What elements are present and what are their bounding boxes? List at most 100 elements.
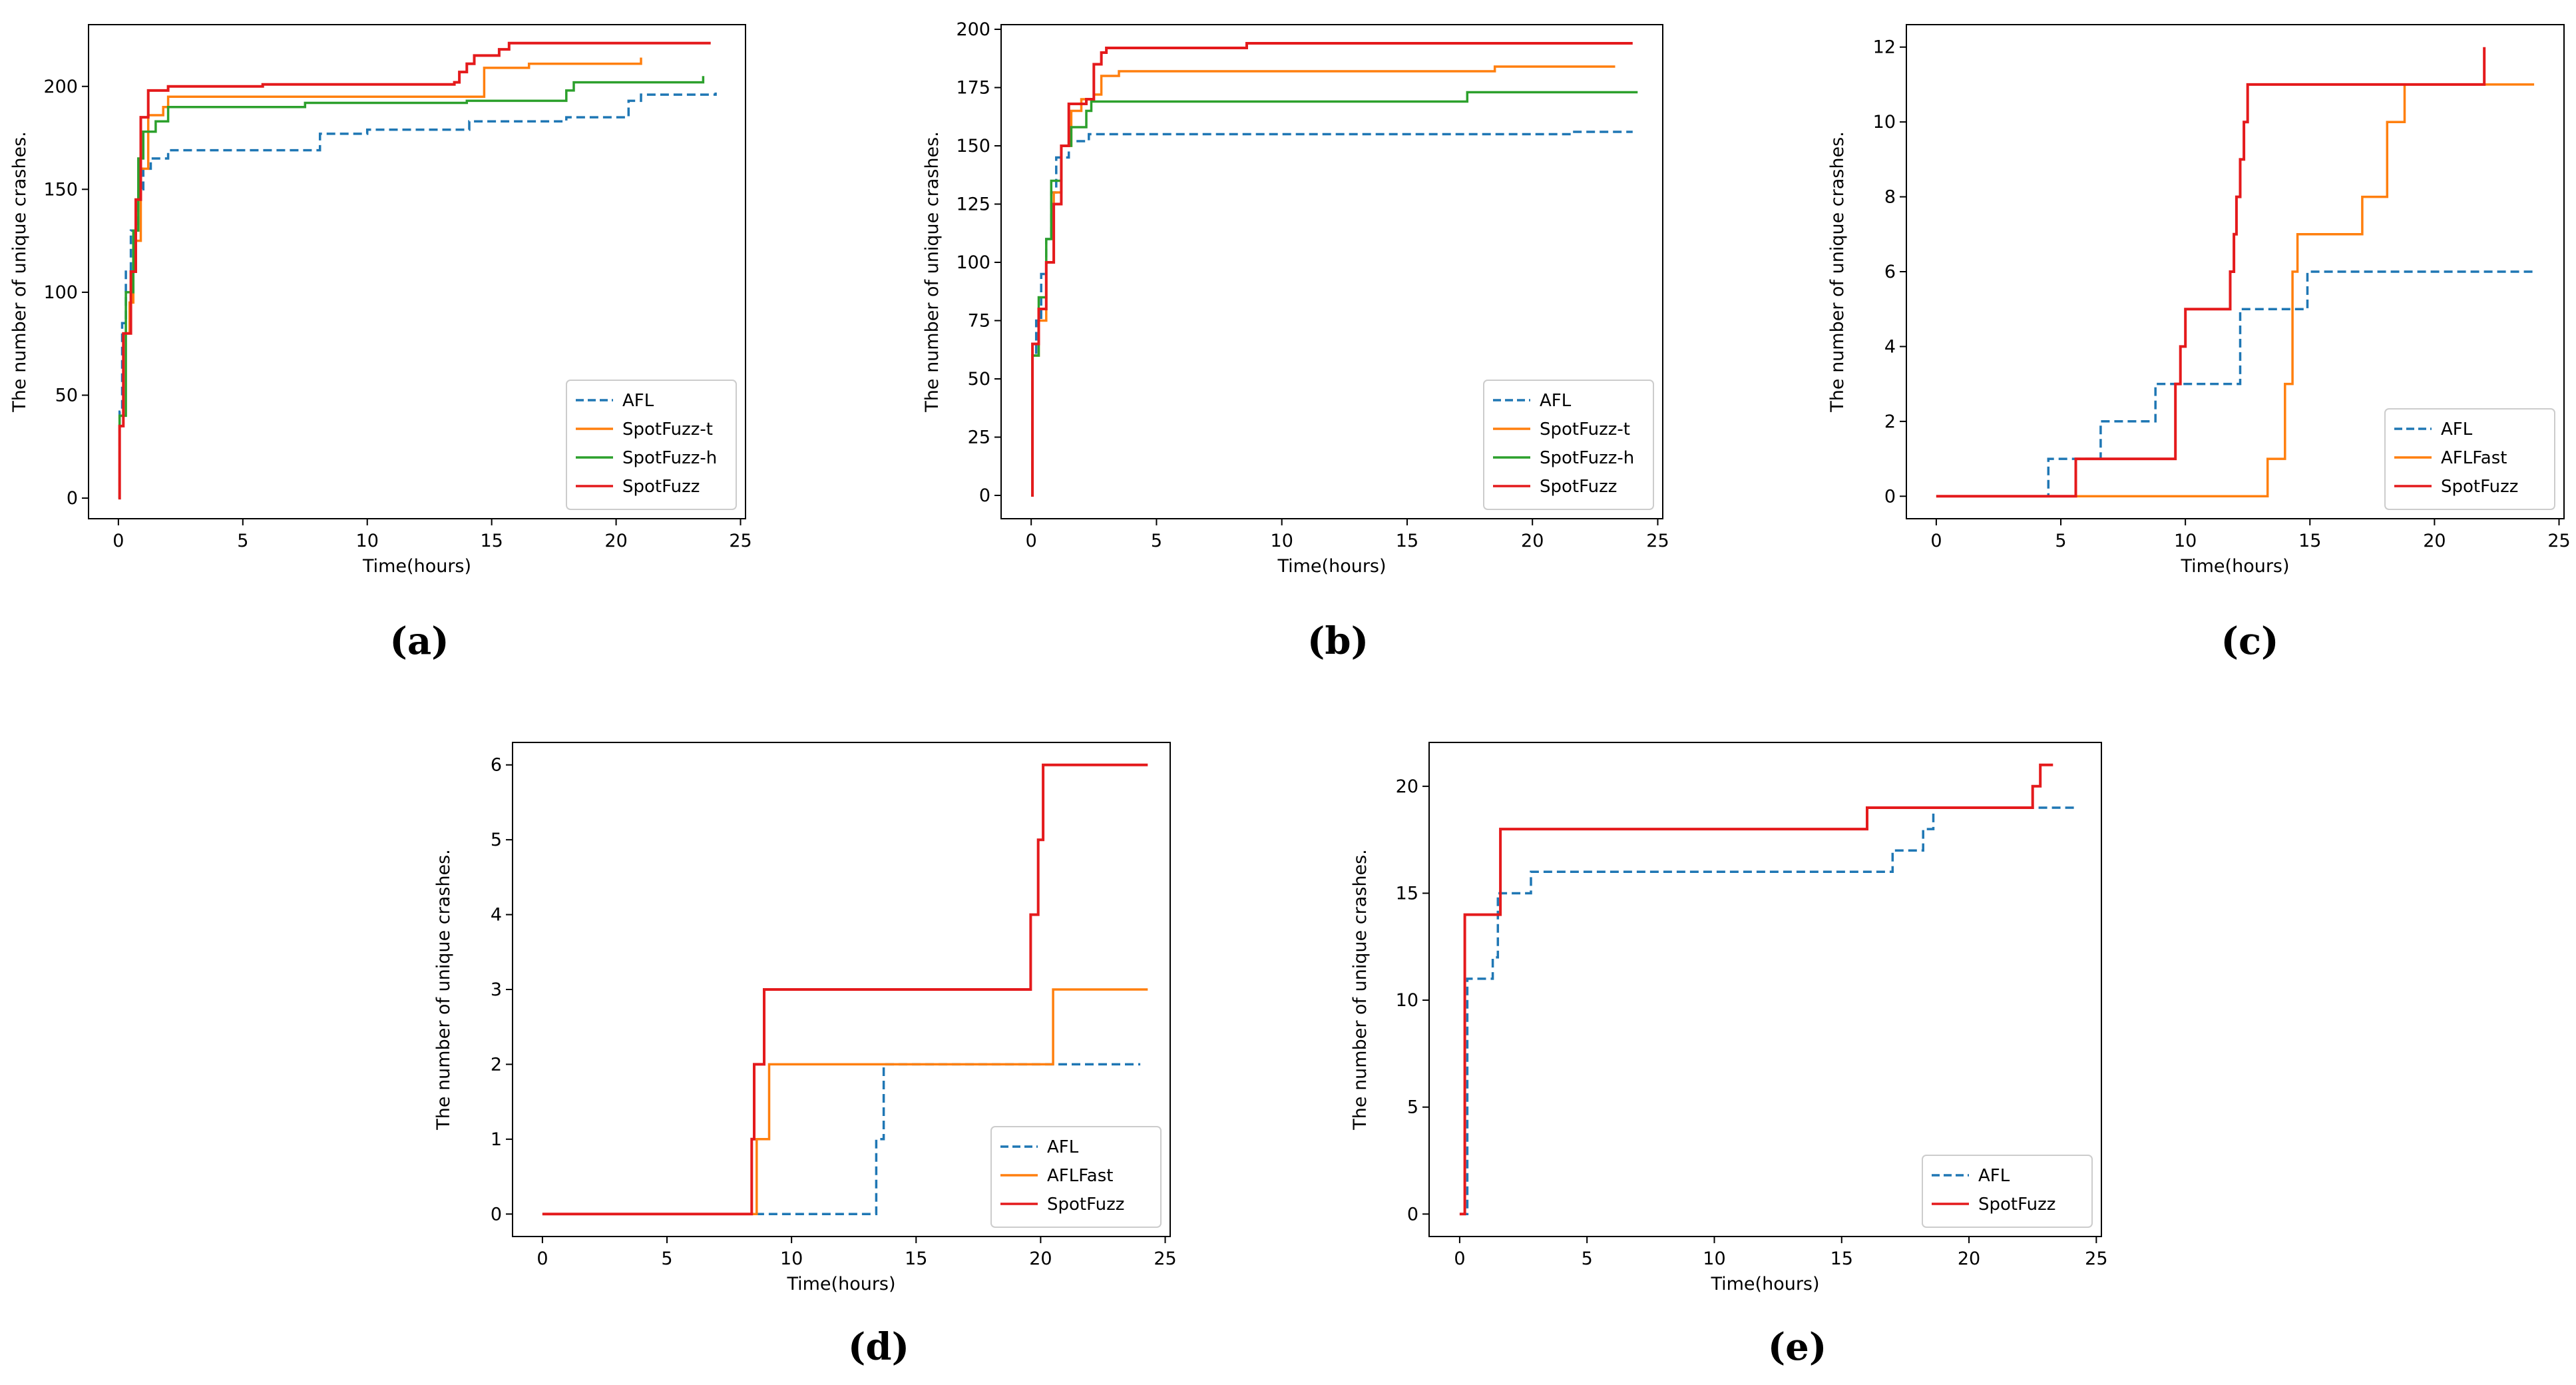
y-tick-label: 2 — [491, 1054, 502, 1075]
x-tick-label: 10 — [1703, 1248, 1725, 1269]
y-tick-label: 125 — [956, 194, 990, 215]
legend-label: AFL — [622, 391, 654, 411]
y-tick-label: 20 — [1396, 776, 1418, 797]
y-tick-label: 8 — [1884, 187, 1896, 208]
caption-b: (b) — [1307, 619, 1369, 663]
y-tick-label: 0 — [67, 488, 78, 509]
x-tick-label: 5 — [661, 1248, 672, 1269]
y-tick-label: 10 — [1396, 990, 1418, 1011]
legend-label: AFL — [1978, 1166, 2010, 1186]
x-tick-label: 25 — [2085, 1248, 2107, 1269]
legend: AFL AFLFast SpotFuzz — [990, 1126, 1162, 1228]
axes-frame — [88, 24, 746, 519]
x-tick-label: 25 — [1646, 531, 1669, 551]
series-line-spotfuzz — [542, 763, 1148, 1216]
y-tick-label: 6 — [491, 755, 502, 776]
legend-label: SpotFuzz-h — [622, 448, 717, 468]
y-tick-label: 50 — [968, 369, 990, 390]
legend-label: SpotFuzz-h — [1540, 448, 1634, 468]
series-line-afl — [1936, 270, 2535, 498]
legend-label: AFL — [2441, 419, 2473, 439]
caption-c: (c) — [2221, 619, 2279, 663]
x-tick-label: 15 — [2298, 531, 2321, 551]
x-tick-label: 10 — [356, 531, 379, 551]
legend-label: SpotFuzz — [1047, 1195, 1124, 1215]
legend-label: SpotFuzz — [2441, 477, 2518, 497]
axes-frame — [1000, 24, 1663, 519]
series-line-spotfuzz-t — [118, 57, 642, 499]
x-tick-label: 20 — [1029, 1248, 1052, 1269]
y-tick-label: 150 — [43, 179, 78, 200]
x-tick-label: 15 — [1830, 1248, 1853, 1269]
y-tick-label: 75 — [968, 311, 990, 332]
legend-label: SpotFuzz — [622, 477, 700, 497]
chart-c: 0 5 10 15 20 25 0 2 4 6 8 10 12 Time(hours) The number… — [1827, 24, 2571, 577]
x-tick-label: 20 — [604, 531, 627, 551]
y-tick-label: 100 — [956, 252, 990, 273]
x-tick-label: 0 — [1454, 1248, 1465, 1269]
series-line-spotfuzz — [1031, 42, 1633, 497]
x-tick-label: 0 — [112, 531, 124, 551]
legend: AFL SpotFuzz — [1922, 1155, 2093, 1228]
y-axis-label: The number of unique crashes. — [433, 849, 454, 1130]
x-tick-label: 25 — [1154, 1248, 1176, 1269]
chart-e: 0 5 10 15 20 25 0 5 10 15 20 Time(hours) The number … — [1350, 742, 2108, 1294]
x-tick-label: 5 — [2055, 531, 2066, 551]
x-tick-label: 0 — [537, 1248, 548, 1269]
y-axis-label: The number of unique crashes. — [1350, 849, 1371, 1130]
y-tick-label: 0 — [1407, 1204, 1418, 1225]
series-line-spotfuzz — [118, 41, 711, 500]
legend-label: AFL — [1540, 391, 1572, 411]
y-tick-label: 150 — [956, 136, 990, 156]
legend-box — [990, 1126, 1162, 1228]
y-tick-label: 12 — [1873, 37, 1896, 58]
x-axis-label: Time(hours) — [2180, 556, 2289, 577]
axes-frame — [1428, 742, 2102, 1237]
y-tick-label: 200 — [956, 19, 990, 40]
legend: AFL SpotFuzz-t SpotFuzz-h SpotFuzz — [566, 380, 737, 510]
legend-label: AFLFast — [1047, 1166, 1113, 1186]
legend: AFL SpotFuzz-t SpotFuzz-h SpotFuzz — [1483, 380, 1654, 510]
caption-d: (d) — [847, 1325, 910, 1369]
y-axis-label: The number of unique crashes. — [922, 131, 943, 412]
legend-box — [1483, 380, 1654, 510]
x-tick-label: 20 — [1958, 1248, 1980, 1269]
y-tick-label: 3 — [491, 979, 502, 1000]
y-axis-label: The number of unique crashes. — [1827, 131, 1848, 412]
y-tick-label: 5 — [491, 830, 502, 850]
legend-box — [2384, 408, 2555, 510]
legend-label: SpotFuzz-t — [1540, 419, 1630, 439]
y-tick-label: 10 — [1873, 112, 1896, 133]
x-tick-label: 10 — [1271, 531, 1293, 551]
y-tick-label: 0 — [979, 485, 990, 506]
y-tick-label: 0 — [1884, 486, 1896, 507]
y-tick-label: 200 — [43, 77, 78, 97]
series-line-aflfast — [542, 988, 1148, 1216]
x-axis-label: Time(hours) — [1710, 1274, 1819, 1294]
legend-label: SpotFuzz — [1978, 1195, 2055, 1215]
legend-box — [566, 380, 737, 510]
y-tick-label: 15 — [1396, 883, 1418, 904]
x-tick-label: 10 — [780, 1248, 803, 1269]
x-tick-label: 0 — [1930, 531, 1942, 551]
legend-label: SpotFuzz — [1540, 477, 1617, 497]
y-tick-label: 4 — [491, 905, 502, 926]
chart-d: 0 5 10 15 20 25 0 1 2 3 4 5 6 Time(hours) The number o… — [433, 742, 1177, 1294]
chart-a: 0 5 10 15 20 25 0 50 100 150 200 Time(hours) The num… — [9, 24, 752, 577]
y-tick-label: 6 — [1884, 262, 1896, 282]
legend-label: AFL — [1047, 1137, 1079, 1157]
y-tick-label: 1 — [491, 1129, 502, 1150]
x-tick-label: 25 — [2547, 531, 2570, 551]
x-tick-label: 5 — [1151, 531, 1162, 551]
x-tick-label: 0 — [1026, 531, 1037, 551]
legend-label: SpotFuzz-t — [622, 419, 713, 439]
caption-a: (a) — [389, 619, 449, 663]
y-tick-label: 0 — [491, 1204, 502, 1225]
x-axis-label: Time(hours) — [362, 556, 471, 577]
x-tick-label: 15 — [480, 531, 503, 551]
x-tick-label: 15 — [905, 1248, 927, 1269]
x-tick-label: 25 — [729, 531, 751, 551]
y-tick-label: 25 — [968, 427, 990, 448]
series-line-afl — [1459, 806, 2079, 1216]
